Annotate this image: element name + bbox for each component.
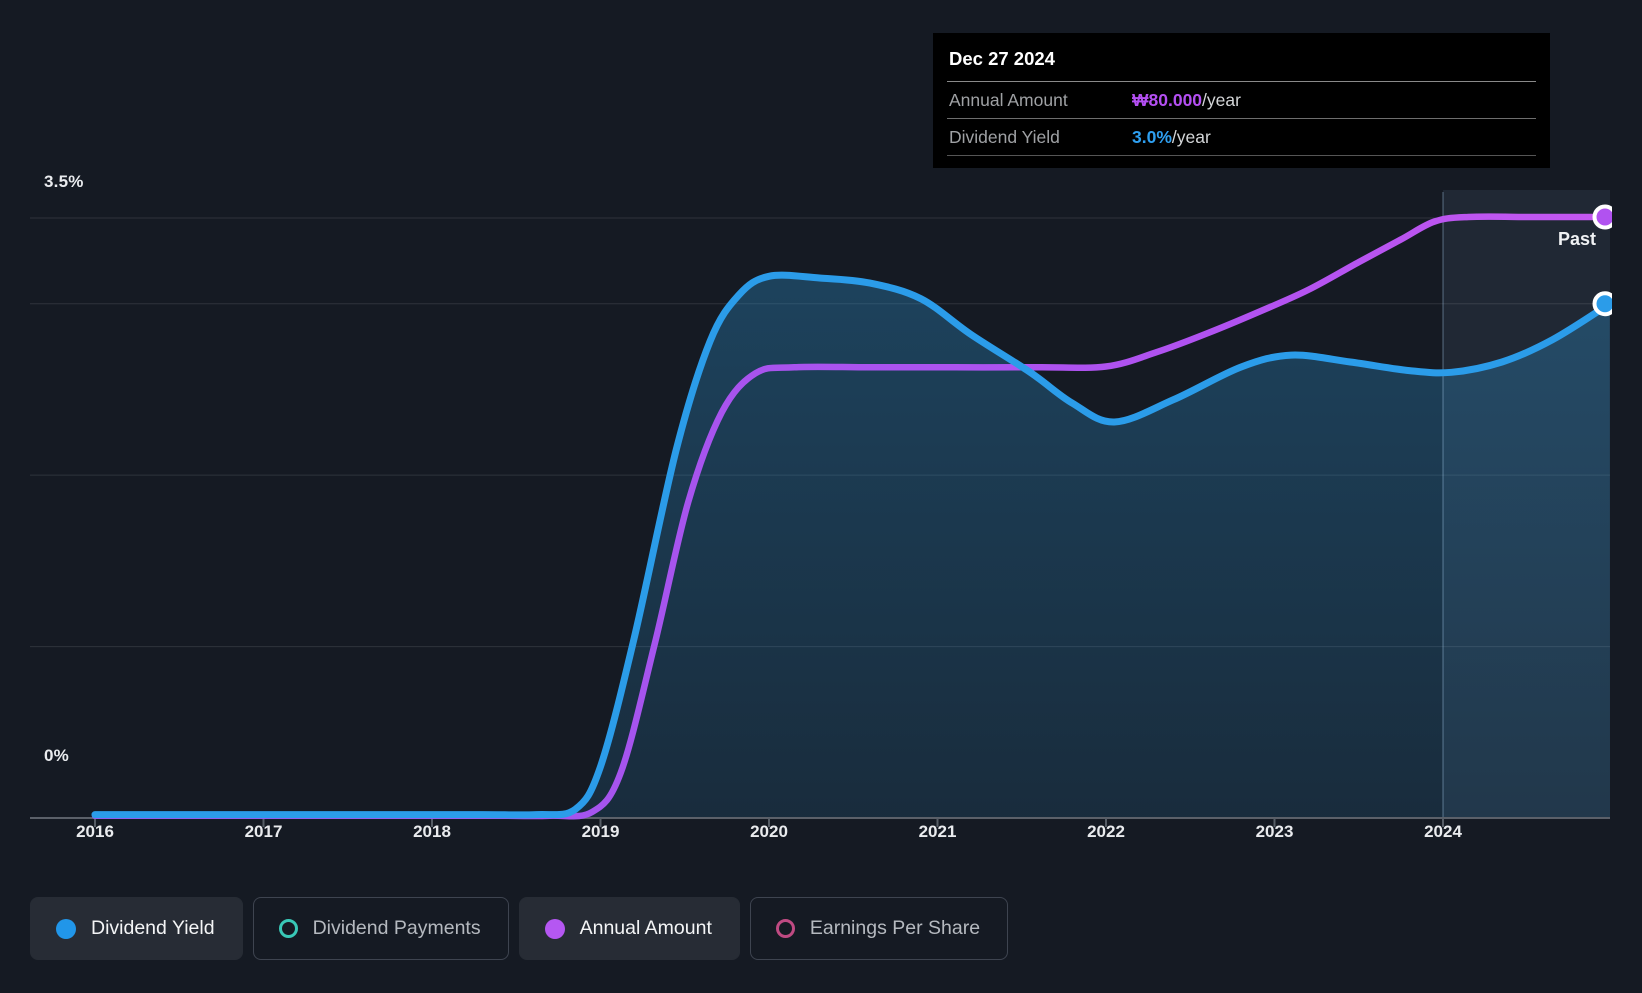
x-axis-label: 2017 bbox=[244, 822, 283, 841]
y-axis-top-label: 3.5% bbox=[44, 172, 84, 191]
chart-legend: Dividend Yield Dividend Payments Annual … bbox=[30, 897, 1009, 960]
tooltip-label: Annual Amount bbox=[949, 89, 1068, 110]
legend-toggle-dividend-yield[interactable]: Dividend Yield bbox=[30, 897, 243, 960]
x-axis-label: 2016 bbox=[76, 822, 114, 841]
x-axis-label: 2024 bbox=[1424, 822, 1462, 841]
x-axis-label: 2018 bbox=[413, 822, 451, 841]
annual-amount-end-marker[interactable] bbox=[1592, 204, 1616, 230]
x-axis-label: 2020 bbox=[750, 822, 788, 841]
chart-tooltip: Dec 27 2024 Annual Amount ₩80.000/year D… bbox=[933, 33, 1550, 168]
legend-toggle-earnings-per-share[interactable]: Earnings Per Share bbox=[749, 897, 1009, 960]
dividend-payments-ring-icon bbox=[278, 919, 298, 938]
annual-amount-dot-icon bbox=[544, 918, 565, 939]
legend-label: Dividend Yield bbox=[91, 917, 215, 939]
y-axis-zero-label: 0% bbox=[44, 746, 69, 765]
x-axis-label: 2022 bbox=[1087, 822, 1125, 841]
dividend-yield-end-marker[interactable] bbox=[1592, 291, 1616, 317]
earnings-per-share-ring-icon bbox=[775, 919, 795, 938]
dividend-yield-line bbox=[91, 271, 1612, 819]
x-axis-label: 2019 bbox=[581, 822, 620, 841]
legend-toggle-annual-amount[interactable]: Annual Amount bbox=[518, 897, 740, 960]
x-axis-label: 2023 bbox=[1255, 822, 1294, 841]
tooltip-label: Dividend Yield bbox=[949, 126, 1060, 147]
legend-label: Annual Amount bbox=[579, 917, 712, 939]
tooltip-row-annual-amount: Annual Amount ₩80.000/year bbox=[947, 81, 1536, 118]
tooltip-value: 3.0%/year bbox=[1132, 126, 1211, 147]
dividend-yield-area bbox=[95, 275, 1610, 818]
legend-label: Earnings Per Share bbox=[809, 917, 981, 939]
dividend-yield-dot-icon bbox=[56, 918, 76, 939]
legend-label: Dividend Payments bbox=[312, 917, 481, 939]
tooltip-date: Dec 27 2024 bbox=[949, 48, 1055, 69]
legend-toggle-dividend-payments[interactable]: Dividend Payments bbox=[252, 897, 509, 960]
tooltip-row-dividend-yield: Dividend Yield 3.0%/year bbox=[947, 118, 1536, 155]
x-axis-label: 2021 bbox=[918, 822, 957, 841]
tooltip-value: ₩80.000/year bbox=[1132, 89, 1241, 110]
past-label: Past bbox=[1557, 229, 1596, 249]
